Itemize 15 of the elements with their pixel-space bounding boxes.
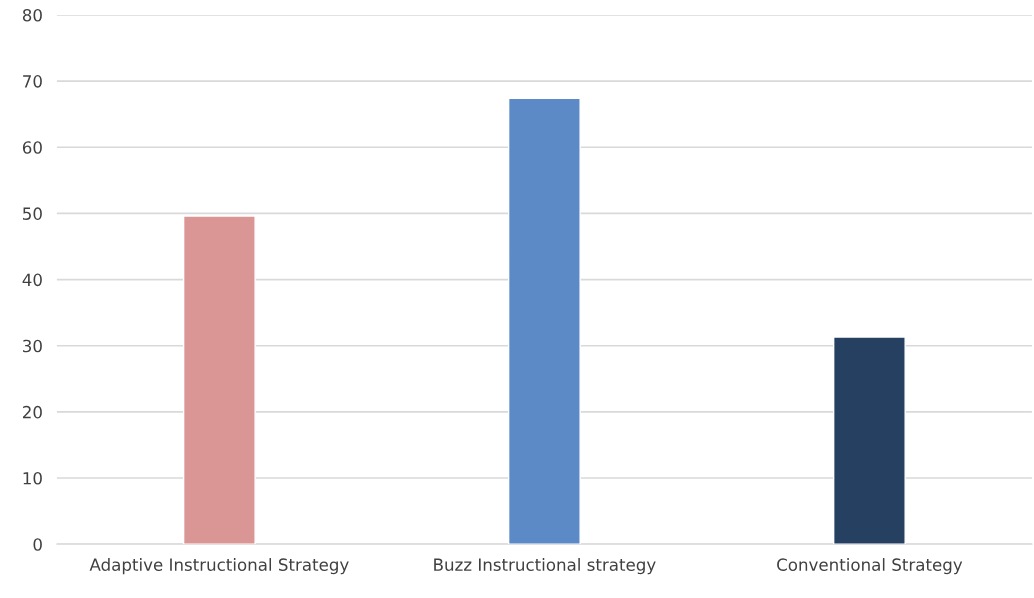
y-tick-label: 60: [22, 141, 42, 154]
y-tick-label: 0: [33, 538, 42, 551]
y-tick-label: 30: [23, 339, 42, 353]
x-tick-label: Conventional Strategy: [777, 558, 963, 575]
bar: [507, 97, 581, 545]
y-tick-label: 50: [23, 207, 42, 220]
y-tick-label: 10: [23, 471, 42, 485]
bar: [832, 336, 906, 545]
y-tick-label: 70: [23, 75, 42, 88]
x-tick-label: Adaptive Instructional Strategy: [89, 558, 349, 575]
bar: [182, 215, 256, 545]
y-tick-label: 80: [22, 8, 42, 22]
x-tick-label: Buzz Instructional strategy: [434, 558, 656, 575]
y-tick-label: 40: [22, 273, 42, 287]
y-tick-label: 20: [22, 405, 42, 419]
